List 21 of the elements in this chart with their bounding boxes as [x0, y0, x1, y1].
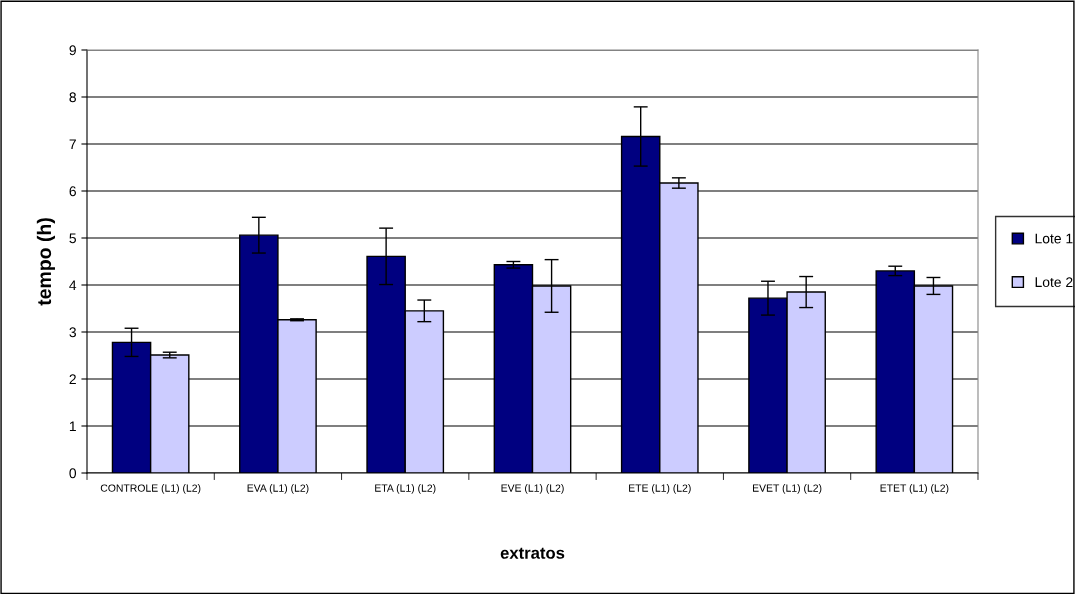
- x-tick-label: EVA (L1) (L2): [247, 484, 309, 494]
- y-tick-label: 9: [69, 45, 76, 56]
- x-tick-label: ETA (L1) (L2): [375, 484, 436, 494]
- x-axis-title: extratos: [500, 547, 565, 559]
- y-tick-label: 0: [69, 468, 77, 479]
- x-tick-label: ETET (L1) (L2): [880, 484, 949, 494]
- y-axis-title: tempo (h): [36, 218, 55, 306]
- y-tick-label: 7: [69, 139, 76, 150]
- legend-label: Lote 2: [1035, 277, 1073, 288]
- legend-label: Lote 1: [1035, 233, 1073, 244]
- y-tick-label: 2: [69, 374, 76, 385]
- y-tick-label: 3: [69, 327, 76, 338]
- y-tick-label: 1: [69, 421, 76, 432]
- y-tick-label: 5: [69, 233, 76, 244]
- y-tick-label: 6: [69, 186, 76, 197]
- x-tick-label: ETE (L1) (L2): [629, 484, 691, 494]
- x-tick-label: EVE (L1) (L2): [501, 484, 564, 494]
- x-tick-label: EVET (L1) (L2): [753, 484, 822, 494]
- y-tick-label: 8: [69, 92, 76, 103]
- y-tick-label: 4: [69, 280, 77, 291]
- x-tick-label: CONTROLE (L1) (L2): [100, 484, 201, 494]
